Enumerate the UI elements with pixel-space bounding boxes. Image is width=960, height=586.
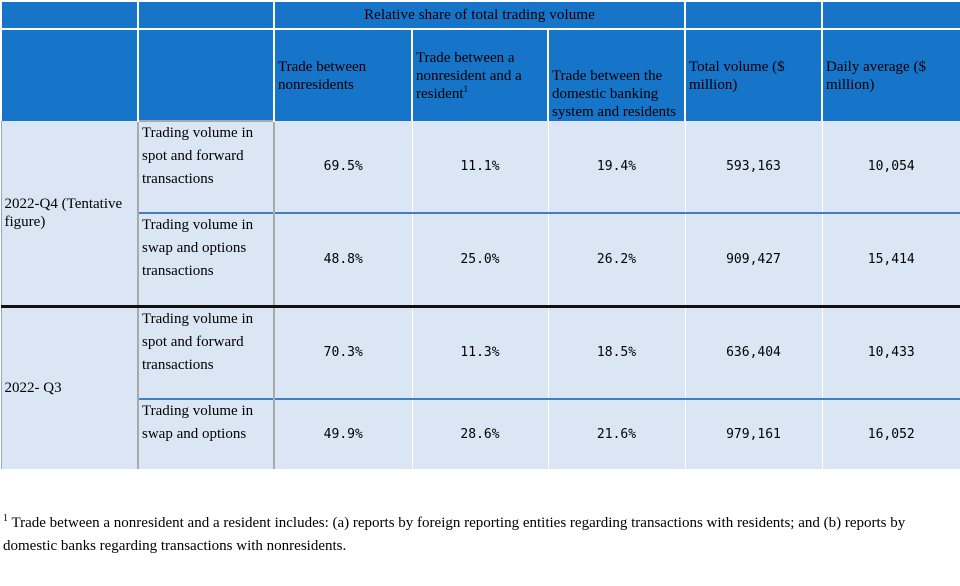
value-cell: 19.4%: [547, 121, 685, 213]
table-row: Trading volume in swap and options trans…: [1, 212, 960, 306]
column-header-daily-average: Daily average ($ million): [821, 28, 960, 121]
row-label: Trading volume in spot and forward trans…: [138, 120, 275, 213]
header-label-cell-2: [137, 28, 274, 121]
value-cell: 49.9%: [273, 398, 412, 469]
table-row: 2022- Q3 Trading volume in spot and forw…: [0, 304, 960, 469]
table-row: Trading volume in swap and options 49.9%…: [1, 398, 960, 469]
value-cell: 10,054: [821, 121, 960, 213]
value-cell: 909,427: [684, 212, 822, 306]
value-cell: 26.2%: [547, 212, 685, 306]
value-cell: 28.6%: [411, 398, 548, 469]
value-cell: 593,163: [684, 121, 822, 213]
value-cell: 16,052: [821, 398, 960, 469]
value-cell: 25.0%: [411, 212, 548, 306]
header-corner-cell-2: [0, 28, 138, 121]
period-label: 2022-Q4 (Tentative figure): [0, 121, 139, 306]
footnote-text: Trade between a nonresident and a reside…: [3, 515, 906, 554]
value-cell: 21.6%: [547, 398, 685, 469]
value-cell: 69.5%: [273, 121, 412, 213]
footnote-ref: 1: [463, 83, 468, 94]
value-cell: 11.3%: [411, 304, 548, 399]
group-header: Relative share of total trading volume: [273, 0, 685, 29]
value-cell: 979,161: [684, 398, 822, 469]
period-label: 2022- Q3: [0, 304, 139, 469]
footnote-mark: 1: [3, 513, 8, 524]
value-cell: 18.5%: [547, 304, 685, 399]
fx-trading-table: Relative share of total trading volume T…: [0, 0, 960, 469]
row-label: Trading volume in swap and options trans…: [138, 212, 275, 306]
row-label: Trading volume in swap and options: [138, 398, 275, 469]
value-cell: 10,433: [821, 304, 960, 399]
header-row-columns: Trade between nonresidents Trade between…: [0, 28, 960, 121]
value-cell: 48.8%: [273, 212, 412, 306]
header-corner-cell: [0, 0, 138, 29]
value-cell: 636,404: [684, 304, 822, 399]
column-header-domestic-banking: Trade between the domestic banking syste…: [547, 28, 685, 121]
value-cell: 11.1%: [411, 121, 548, 213]
column-header-total-volume: Total volume ($ million): [684, 28, 822, 121]
value-cell: 15,414: [821, 212, 960, 306]
footnote: 1 Trade between a nonresident and a resi…: [3, 512, 953, 558]
table-row: 2022-Q4 (Tentative figure) Trading volum…: [0, 120, 960, 306]
header-label-cell: [137, 0, 274, 29]
value-cell: 70.3%: [273, 304, 412, 399]
header-row-top: Relative share of total trading volume: [0, 0, 960, 29]
header-blank-total: [684, 0, 822, 29]
header-blank-daily: [821, 0, 960, 29]
column-header-nonresident-resident: Trade between a nonresident and a reside…: [411, 28, 548, 121]
row-label: Trading volume in spot and forward trans…: [138, 304, 275, 399]
column-header-nonresidents: Trade between nonresidents: [273, 28, 412, 121]
